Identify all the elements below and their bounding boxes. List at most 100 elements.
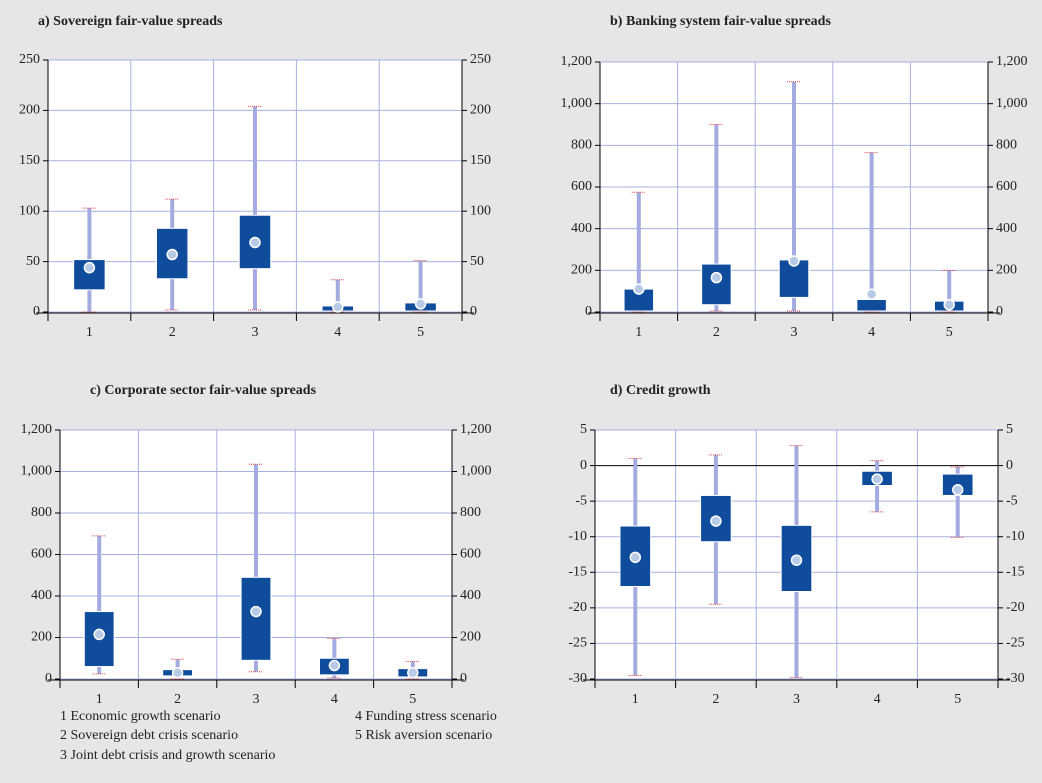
y-tick-label: -5 xyxy=(575,493,587,508)
y-tick-label: 600 xyxy=(571,179,592,194)
median xyxy=(943,298,955,311)
x-tick-label: 4 xyxy=(874,692,881,707)
y-tick-label: -30 xyxy=(568,671,587,686)
box xyxy=(240,576,272,661)
x-tick-label: 3 xyxy=(793,692,800,707)
median xyxy=(788,255,800,267)
y-tick-label: 5 xyxy=(580,422,587,437)
y-tick-label: 150 xyxy=(19,153,40,168)
y-tick-label: 1,000 xyxy=(21,464,53,479)
x-tick-label: 4 xyxy=(331,692,338,707)
median xyxy=(871,473,883,485)
x-tick-label: 2 xyxy=(712,692,719,707)
median xyxy=(951,484,964,496)
median xyxy=(790,554,803,566)
x-tick-label: 5 xyxy=(946,325,953,340)
y2-tick-label: 200 xyxy=(460,630,481,645)
y2-tick-label: 0 xyxy=(996,304,1003,319)
y-tick-label: 400 xyxy=(31,588,52,603)
y2-tick-label: -10 xyxy=(1006,529,1025,544)
y-tick-label: 0 xyxy=(45,671,52,686)
median xyxy=(171,667,184,679)
y2-tick-label: 0 xyxy=(1006,458,1013,473)
y2-tick-label: 150 xyxy=(470,153,491,168)
chart-title: a) Sovereign fair-value spreads xyxy=(38,14,223,29)
median xyxy=(249,236,261,249)
median xyxy=(93,628,105,641)
x-tick-label: 4 xyxy=(334,325,341,340)
x-tick-label: 2 xyxy=(713,325,720,340)
median xyxy=(166,248,178,261)
y2-tick-label: 1,200 xyxy=(460,422,492,437)
y2-tick-label: 0 xyxy=(470,304,477,319)
y-tick-label: 200 xyxy=(19,103,40,118)
y-tick-label: 0 xyxy=(585,304,592,319)
y-tick-label: 600 xyxy=(31,547,52,562)
y2-tick-label: -20 xyxy=(1006,600,1025,615)
x-tick-label: 1 xyxy=(86,325,93,340)
y-tick-label: -15 xyxy=(568,565,587,580)
median xyxy=(414,298,427,310)
chart-title: b) Banking system fair-value spreads xyxy=(610,14,831,29)
x-tick-label: 5 xyxy=(954,692,961,707)
y2-tick-label: 5 xyxy=(1006,422,1013,437)
y-tick-label: -10 xyxy=(568,529,587,544)
y2-tick-label: -5 xyxy=(1006,493,1018,508)
y2-tick-label: 200 xyxy=(996,263,1017,278)
x-tick-label: 5 xyxy=(417,325,424,340)
y-tick-label: 800 xyxy=(31,505,52,520)
y2-tick-label: 1,000 xyxy=(996,96,1028,111)
median xyxy=(328,659,341,672)
y-tick-label: 200 xyxy=(571,263,592,278)
legend-entry: 1 Economic growth scenario xyxy=(60,709,221,724)
y2-tick-label: -15 xyxy=(1006,565,1025,580)
median xyxy=(83,261,96,274)
y-tick-label: 400 xyxy=(571,221,592,236)
median xyxy=(332,301,344,313)
x-tick-label: 3 xyxy=(252,325,259,340)
chart-title: d) Credit growth xyxy=(610,383,711,398)
y2-tick-label: 800 xyxy=(460,505,481,520)
median xyxy=(710,515,722,527)
median xyxy=(407,667,419,679)
x-tick-label: 3 xyxy=(791,325,798,340)
y-tick-label: 50 xyxy=(26,254,40,269)
legend-entry: 2 Sovereign debt crisis scenario xyxy=(60,728,238,743)
chart-title: c) Corporate sector fair-value spreads xyxy=(90,383,317,398)
y-tick-label: 1,000 xyxy=(561,96,593,111)
x-tick-label: 3 xyxy=(253,692,260,707)
x-tick-label: 5 xyxy=(409,692,416,707)
x-tick-label: 1 xyxy=(635,325,642,340)
y2-tick-label: 1,200 xyxy=(996,54,1028,69)
y2-tick-label: 600 xyxy=(996,179,1017,194)
median xyxy=(710,271,723,284)
box xyxy=(701,263,732,306)
median xyxy=(865,288,878,301)
y2-tick-label: 1,000 xyxy=(460,464,492,479)
x-tick-label: 1 xyxy=(632,692,639,707)
y-tick-label: 1,200 xyxy=(561,54,593,69)
y2-tick-label: 100 xyxy=(470,203,491,218)
y-tick-label: 100 xyxy=(19,203,40,218)
y2-tick-label: 0 xyxy=(460,671,467,686)
y-tick-label: 1,200 xyxy=(21,422,53,437)
y2-tick-label: 400 xyxy=(996,221,1017,236)
y2-tick-label: 250 xyxy=(470,52,491,67)
median xyxy=(633,283,645,295)
y-tick-label: 200 xyxy=(31,630,52,645)
legend-entry: 5 Risk aversion scenario xyxy=(355,728,492,743)
y-tick-label: 800 xyxy=(571,138,592,153)
y2-tick-label: 600 xyxy=(460,547,481,562)
y2-tick-label: 800 xyxy=(996,138,1017,153)
y2-tick-label: 400 xyxy=(460,588,481,603)
x-tick-label: 2 xyxy=(169,325,176,340)
x-tick-label: 1 xyxy=(96,692,103,707)
y-tick-label: 0 xyxy=(33,304,40,319)
legend-entry: 4 Funding stress scenario xyxy=(355,709,497,724)
y2-tick-label: 50 xyxy=(470,254,484,269)
x-tick-label: 2 xyxy=(174,692,181,707)
y-tick-label: 0 xyxy=(580,458,587,473)
y-tick-label: -20 xyxy=(568,600,587,615)
median xyxy=(629,551,642,564)
